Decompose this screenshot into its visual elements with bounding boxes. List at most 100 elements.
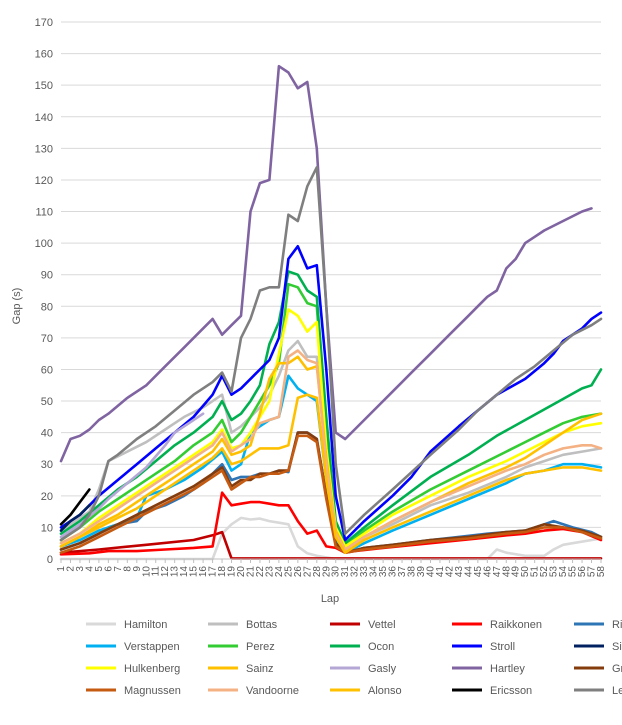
legend-label: Ericsson: [490, 685, 532, 697]
legend-label: Ricciardo: [612, 619, 622, 631]
x-tick-label: 44: [463, 566, 474, 578]
x-tick-label: 17: [208, 566, 219, 578]
y-tick-label: 100: [35, 238, 53, 250]
x-tick-label: 58: [596, 566, 607, 578]
legend-item-magnussen: Magnussen: [86, 685, 181, 697]
series-line-gasly: [59, 412, 205, 539]
legend-item-alonso: Alonso: [330, 685, 402, 697]
axes: 0102030405060708090100110120130140150160…: [35, 17, 607, 577]
y-tick-label: 150: [35, 80, 53, 92]
x-tick-label: 52: [539, 566, 550, 578]
legend-label: Sirotkin: [612, 641, 622, 653]
legend-label: Hamilton: [124, 619, 167, 631]
x-tick-label: 4: [84, 566, 95, 572]
legend-label: Verstappen: [124, 641, 180, 653]
x-tick-label: 45: [473, 566, 484, 578]
legend-label: Sainz: [246, 663, 274, 675]
x-tick-label: 28: [312, 566, 323, 578]
x-tick-label: 54: [558, 566, 569, 578]
x-tick-label: 30: [331, 566, 342, 578]
y-tick-label: 140: [35, 112, 53, 124]
y-tick-label: 40: [41, 428, 53, 440]
legend-label: Bottas: [246, 619, 278, 631]
x-tick-label: 38: [407, 566, 418, 578]
x-tick-label: 20: [236, 566, 247, 578]
x-tick-label: 33: [359, 566, 370, 578]
legend-label: Raikkonen: [490, 619, 542, 631]
legend-label: Vandoorne: [246, 685, 299, 697]
y-tick-label: 70: [41, 333, 53, 345]
legend-label: Alonso: [368, 685, 402, 697]
series-line-alonso: [59, 393, 603, 555]
x-tick-label: 35: [378, 566, 389, 578]
x-tick-label: 29: [321, 566, 332, 578]
y-tick-label: 130: [35, 143, 53, 155]
y-tick-label: 30: [41, 459, 53, 471]
legend-label: Magnussen: [124, 685, 181, 697]
x-tick-label: 16: [198, 566, 209, 578]
series-line-vandoorne: [59, 349, 603, 551]
x-tick-label: 21: [245, 566, 256, 578]
legend-label: Vettel: [368, 619, 396, 631]
series-line-verstappen: [59, 374, 603, 555]
series-line-perez: [59, 282, 603, 548]
x-tick-label: 18: [217, 566, 228, 578]
legend-label: Hulkenberg: [124, 663, 180, 675]
x-tick-label: 23: [264, 566, 275, 578]
x-tick-label: 9: [132, 566, 143, 572]
legend-item-raikkonen: Raikkonen: [452, 619, 542, 631]
y-tick-label: 110: [35, 207, 53, 219]
x-tick-label: 48: [501, 566, 512, 578]
x-tick-label: 34: [369, 566, 380, 578]
legend-item-hartley: Hartley: [452, 663, 525, 675]
x-tick-label: 37: [397, 566, 408, 578]
legend-item-perez: Perez: [208, 641, 275, 653]
y-tick-label: 170: [35, 17, 53, 29]
y-tick-label: 20: [41, 491, 53, 503]
legend-item-ocon: Ocon: [330, 641, 394, 653]
series-line-raikkonen: [59, 491, 603, 556]
x-tick-label: 40: [425, 566, 436, 578]
series-line-hulkenberg: [59, 308, 603, 548]
series-line-magnussen: [59, 434, 603, 555]
series-line-leclerc: [59, 166, 603, 542]
x-tick-label: 50: [520, 566, 531, 578]
x-tick-label: 8: [122, 566, 133, 572]
legend-label: Gasly: [368, 663, 397, 675]
x-tick-label: 32: [350, 566, 361, 578]
x-tick-label: 12: [160, 566, 171, 578]
y-tick-label: 160: [35, 49, 53, 61]
legend-item-vettel: Vettel: [330, 619, 396, 631]
y-tick-label: 80: [41, 301, 53, 313]
x-tick-label: 6: [103, 566, 114, 572]
x-tick-label: 7: [113, 566, 124, 572]
x-tick-label: 5: [94, 566, 105, 572]
legend-label: Hartley: [490, 663, 525, 675]
x-tick-label: 46: [482, 566, 493, 578]
x-tick-label: 3: [75, 566, 86, 572]
x-tick-label: 14: [179, 566, 190, 578]
series-lines: [59, 64, 603, 561]
legend-item-vandoorne: Vandoorne: [208, 685, 299, 697]
gridlines: [61, 21, 601, 560]
x-tick-label: 15: [189, 566, 200, 578]
x-tick-label: 47: [492, 566, 503, 578]
x-tick-label: 41: [435, 566, 446, 578]
legend-item-bottas: Bottas: [208, 619, 278, 631]
legend-item-verstappen: Verstappen: [86, 641, 180, 653]
x-tick-label: 27: [302, 566, 313, 578]
x-tick-label: 57: [587, 566, 598, 578]
x-axis-title: Lap: [321, 593, 339, 605]
legend-item-hulkenberg: Hulkenberg: [86, 663, 180, 675]
y-tick-label: 50: [41, 396, 53, 408]
x-tick-label: 43: [454, 566, 465, 578]
legend-label: Stroll: [490, 641, 515, 653]
legend-item-gasly: Gasly: [330, 663, 397, 675]
x-tick-label: 19: [227, 566, 238, 578]
x-tick-label: 36: [388, 566, 399, 578]
y-tick-label: 0: [47, 554, 53, 566]
x-tick-label: 10: [141, 566, 152, 578]
legend-label: Grosjean: [612, 663, 622, 675]
legend-item-sirotkin: Sirotkin: [574, 641, 622, 653]
